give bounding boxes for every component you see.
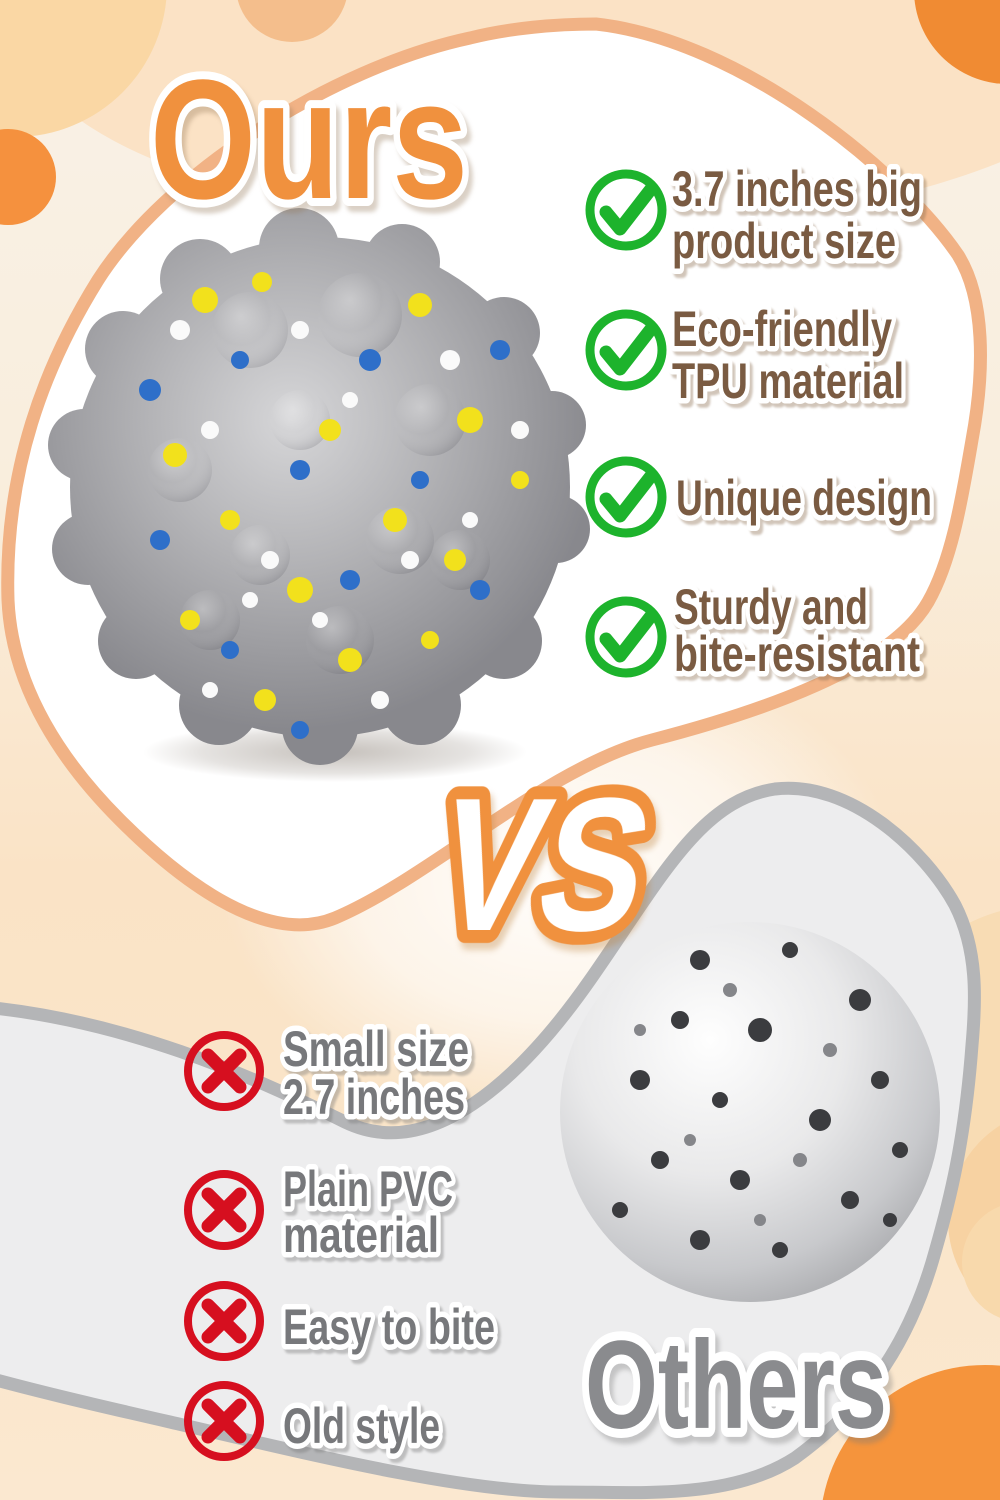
feature-text: TPU material xyxy=(672,353,904,409)
cross-icon xyxy=(184,1381,264,1461)
drawback-text: Easy to bite xyxy=(283,1299,495,1355)
cross-icon xyxy=(184,1281,264,1361)
decor-circle-orange-bottom-right xyxy=(822,1365,1000,1500)
check-icon xyxy=(585,596,667,678)
drawback-text: 2.7 inches xyxy=(283,1069,465,1125)
others-ball-body xyxy=(560,922,940,1302)
check-icon xyxy=(585,456,667,538)
drawback-text: Small size xyxy=(283,1021,469,1077)
check-icon xyxy=(585,309,667,391)
check-icon xyxy=(585,169,667,251)
others-ball-speckles xyxy=(612,942,908,1258)
others-title: Others xyxy=(585,1316,887,1455)
cross-icon xyxy=(184,1031,264,1111)
feature-text: Eco-friendly xyxy=(672,301,892,357)
ours-title: Ours xyxy=(150,45,468,235)
cross-icon xyxy=(184,1170,264,1250)
drawback-text: Plain PVC xyxy=(283,1161,453,1217)
feature-text: Unique design xyxy=(676,470,932,526)
decor-circle-pale-top-left xyxy=(0,0,167,137)
decor-circle-pale-bottom-right xyxy=(962,1206,1000,1318)
ours-ball-speckles xyxy=(139,272,529,739)
feature-list: 3.7 inches big product size Eco-friendly… xyxy=(585,156,938,688)
others-ball-image xyxy=(560,922,940,1302)
feature-text: 3.7 inches big xyxy=(672,161,922,217)
drawback-list: Small size 2.7 inches Plain PVC material… xyxy=(184,1016,501,1461)
decor-dot-orange-left xyxy=(0,129,56,225)
decor-circle-orange-top-right xyxy=(914,0,1000,84)
drawback-text: material xyxy=(283,1207,439,1263)
feature-text: Sturdy and xyxy=(674,579,868,635)
drawback-text: Old style xyxy=(283,1398,440,1454)
decor-circle-peach-top xyxy=(237,0,347,42)
feature-text: bite-resistant xyxy=(674,626,920,682)
ours-ball-image xyxy=(48,208,590,782)
feature-text: product size xyxy=(672,213,896,269)
